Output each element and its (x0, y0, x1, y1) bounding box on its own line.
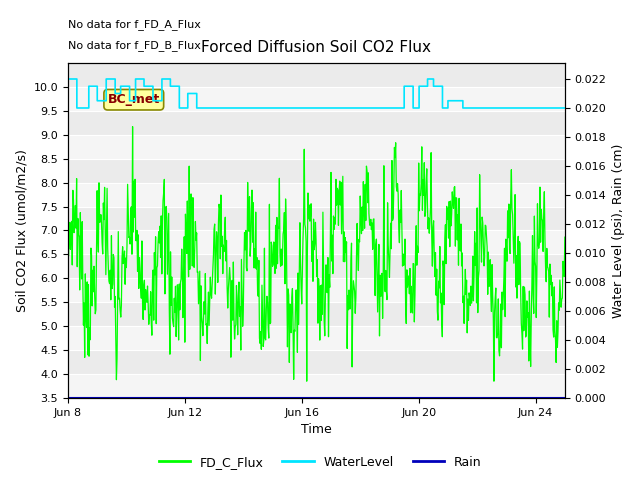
Bar (68, 87, 565, 111)
Bar (68, 326, 565, 350)
Bar (68, 183, 565, 206)
Y-axis label: Soil CO2 Flux (umol/m2/s): Soil CO2 Flux (umol/m2/s) (15, 149, 28, 312)
Text: No data for f_FD_A_Flux: No data for f_FD_A_Flux (68, 20, 201, 30)
Bar (68, 374, 565, 398)
Text: BC_met: BC_met (108, 93, 160, 106)
Title: Forced Diffusion Soil CO2 Flux: Forced Diffusion Soil CO2 Flux (202, 40, 431, 55)
X-axis label: Time: Time (301, 423, 332, 436)
Bar (68, 278, 565, 302)
Legend: FD_C_Flux, WaterLevel, Rain: FD_C_Flux, WaterLevel, Rain (154, 451, 486, 474)
Bar (68, 230, 565, 254)
Text: No data for f_FD_B_Flux: No data for f_FD_B_Flux (68, 40, 201, 50)
Y-axis label: Water Level (psi), Rain (cm): Water Level (psi), Rain (cm) (612, 144, 625, 318)
Bar (68, 135, 565, 159)
